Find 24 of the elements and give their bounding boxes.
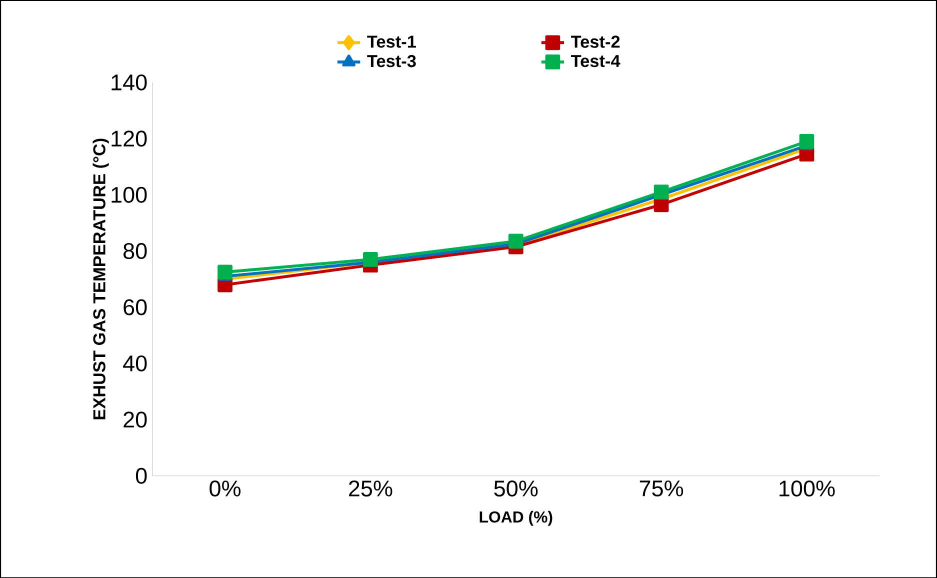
point bbox=[363, 252, 378, 267]
y-tick-label: 80 bbox=[124, 242, 147, 259]
point bbox=[654, 184, 669, 200]
y-tick-label: 120 bbox=[112, 130, 147, 146]
legend-label: Test-2 bbox=[570, 35, 620, 48]
legend-label: Test-3 bbox=[367, 54, 416, 68]
x-tick-label: 50% bbox=[494, 480, 538, 496]
x-axis-title: LOAD (%) bbox=[480, 510, 552, 526]
x-tick-label: 25% bbox=[349, 480, 392, 496]
x-tick-label: 0% bbox=[210, 480, 241, 496]
point bbox=[218, 264, 232, 280]
point bbox=[508, 234, 524, 248]
legend-label: Test-1 bbox=[367, 36, 416, 48]
y-tick-label: 0 bbox=[136, 468, 147, 484]
x-tick-label: 100% bbox=[780, 480, 835, 496]
y-tick-label: 20 bbox=[124, 412, 147, 428]
y-axis-title: EXHUST GAS TEMPERATURE (°C) bbox=[92, 138, 109, 420]
point bbox=[799, 134, 814, 149]
y-tick-label: 140 bbox=[112, 74, 147, 90]
y-tick-label: 60 bbox=[124, 299, 147, 316]
legend-label: Test-4 bbox=[570, 54, 620, 67]
x-tick-label: 75% bbox=[640, 480, 684, 496]
y-tick-label: 40 bbox=[123, 355, 147, 372]
y-tick-label: 100 bbox=[112, 186, 147, 203]
